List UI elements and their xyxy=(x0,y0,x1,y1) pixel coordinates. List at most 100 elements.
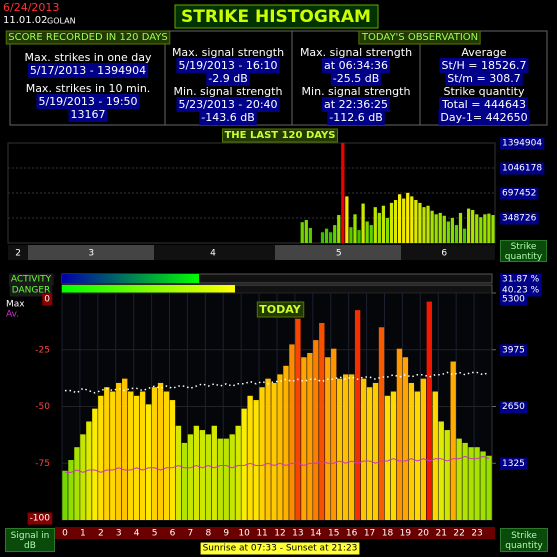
bar xyxy=(396,348,403,520)
y-tick-label: -100 xyxy=(30,514,51,524)
bar xyxy=(487,213,491,243)
stat-label: Max. strikes in one day xyxy=(24,51,152,64)
label-box xyxy=(327,110,385,125)
label-box xyxy=(322,58,390,73)
label-box xyxy=(176,58,280,73)
bar xyxy=(145,404,152,520)
label-box xyxy=(358,30,481,45)
bar xyxy=(357,230,361,243)
label-box xyxy=(256,301,305,318)
label-box xyxy=(439,58,529,73)
label-box xyxy=(500,187,539,200)
bar xyxy=(151,387,158,520)
x-tick-label: 1 xyxy=(80,529,86,539)
stat-value: at 06:34:36 xyxy=(324,59,388,72)
stat-value: -2.9 dB xyxy=(208,72,248,85)
y2-tick-label: 3975 xyxy=(502,345,525,355)
bar xyxy=(381,205,386,243)
section-title: TODAY'S OBSERVATION xyxy=(361,32,478,43)
x-tick-label: 7 xyxy=(188,529,194,539)
bar xyxy=(418,202,422,243)
stat-label: Strike quantity xyxy=(444,85,525,98)
bar xyxy=(229,434,235,520)
y-tick-label: 1046178 xyxy=(502,164,542,174)
x-tick-label: 3 xyxy=(116,529,122,539)
label-box xyxy=(68,107,108,122)
bar xyxy=(434,214,438,243)
bar xyxy=(341,143,345,243)
bar xyxy=(462,442,468,520)
line xyxy=(64,455,490,473)
x-tick-label: 15 xyxy=(328,529,339,539)
x-tick-label: 8 xyxy=(205,529,211,539)
x-tick-label: 0 xyxy=(62,529,68,539)
stat-value: Day-1= 442650 xyxy=(440,111,527,124)
bar xyxy=(283,365,289,520)
label-box xyxy=(500,137,545,150)
bar xyxy=(169,400,176,520)
label-box xyxy=(500,457,527,470)
bar xyxy=(104,387,110,520)
label-box xyxy=(200,542,360,555)
stat-value: 5/19/2013 - 19:50 xyxy=(38,95,137,108)
stat-value: 13167 xyxy=(71,108,106,121)
stat-value: -143.6 dB xyxy=(201,111,255,124)
bar xyxy=(337,378,343,520)
y-tick-label: 697452 xyxy=(502,189,536,199)
stats-panel xyxy=(9,30,548,126)
x-tick-label: 4 xyxy=(134,529,140,539)
x-tick-label: 9 xyxy=(223,529,229,539)
bar xyxy=(438,212,442,243)
x-tick-label: 5 xyxy=(152,529,158,539)
label-box xyxy=(439,97,528,112)
bar xyxy=(372,382,379,520)
label-box xyxy=(322,97,390,112)
label-box xyxy=(445,71,523,86)
label-box xyxy=(8,273,54,286)
x-tick-label: 3 xyxy=(88,249,94,259)
bar xyxy=(217,438,223,520)
label-box xyxy=(500,273,542,286)
bar xyxy=(235,425,241,520)
bar xyxy=(342,374,349,520)
title-box xyxy=(174,4,379,29)
bar xyxy=(402,357,409,520)
y-axis-title-frame: Signal in dB xyxy=(5,528,55,552)
stat-value: -112.6 dB xyxy=(329,111,383,124)
bar xyxy=(122,378,128,520)
bar xyxy=(325,357,331,520)
bar xyxy=(211,425,217,520)
bar xyxy=(247,395,253,520)
gauge-bar xyxy=(62,274,200,283)
label-box xyxy=(176,97,280,112)
bar xyxy=(414,199,418,243)
stat-value: St/m = 308.7 xyxy=(447,72,520,85)
bar xyxy=(320,232,325,243)
x-tick-label: 18 xyxy=(382,529,394,539)
bar xyxy=(466,208,471,243)
stat-label: Min. signal strength xyxy=(174,85,283,98)
bar xyxy=(308,227,312,243)
x-tick-label: 17 xyxy=(364,529,375,539)
bar xyxy=(471,210,475,243)
bar xyxy=(408,382,415,520)
bar xyxy=(277,374,283,520)
gauge-label: ACTIVITY xyxy=(11,275,52,285)
bar xyxy=(324,228,329,243)
bar xyxy=(331,348,337,520)
x-tick-label: 23 xyxy=(471,529,482,539)
bar xyxy=(385,217,390,243)
bar xyxy=(313,340,319,520)
bar xyxy=(378,327,385,520)
bar xyxy=(205,434,212,520)
stat-label: Average xyxy=(461,46,506,59)
x-tick-label: 12 xyxy=(274,529,285,539)
bar xyxy=(432,391,438,520)
x-tick-label: 13 xyxy=(292,529,303,539)
bar xyxy=(446,221,450,243)
version: 11.01.02 xyxy=(3,15,48,26)
gauge-value: 31.87 % xyxy=(502,275,540,285)
